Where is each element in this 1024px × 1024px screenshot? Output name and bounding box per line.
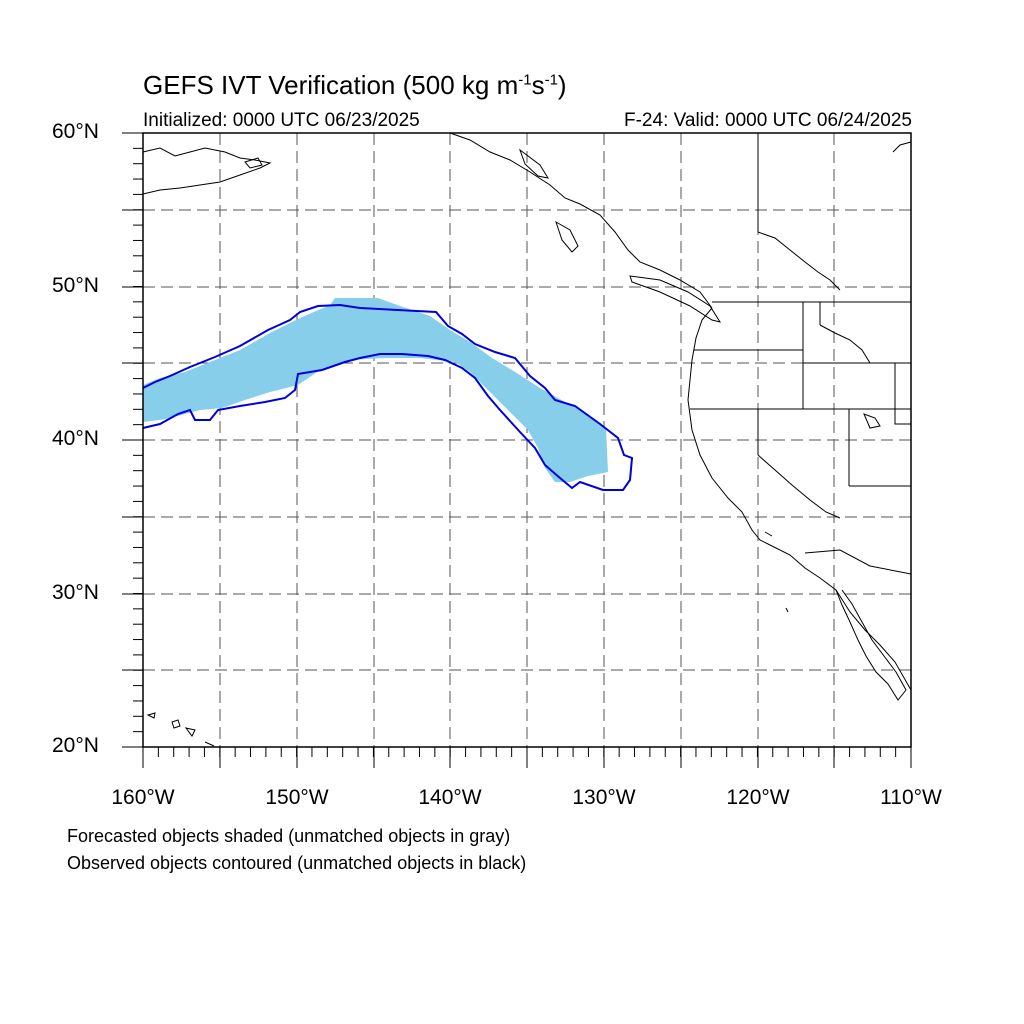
initialized-label: Initialized: 0000 UTC 06/23/2025 <box>143 110 420 131</box>
lon-label-120w: 120°W <box>726 786 790 809</box>
valid-label: F-24: Valid: 0000 UTC 06/24/2025 <box>624 110 912 131</box>
lon-label-130w: 130°W <box>572 786 636 809</box>
lat-label-50: 50°N <box>52 274 99 297</box>
lat-label-40: 40°N <box>52 427 99 450</box>
title-end: ) <box>557 70 567 100</box>
lat-label-30: 30°N <box>52 581 99 604</box>
lon-label-150w: 150°W <box>265 786 329 809</box>
axis-ticks <box>122 132 912 768</box>
lat-label-60: 60°N <box>52 120 99 143</box>
title-exp-1: -1 <box>518 71 532 89</box>
minor-ticks <box>133 132 912 757</box>
lon-label-140w: 140°W <box>418 786 482 809</box>
lon-label-110w: 110°W <box>880 786 942 809</box>
title-mid: s <box>531 70 545 100</box>
forecast-object <box>143 298 608 482</box>
lon-label-160w: 160°W <box>111 786 175 809</box>
coastlines <box>142 132 912 747</box>
observed-contour <box>142 303 634 491</box>
map-title: GEFS IVT Verification (500 kg m-1s-1) <box>143 70 567 101</box>
title-main: GEFS IVT Verification (500 kg m <box>143 70 519 100</box>
lat-label-20: 20°N <box>52 734 99 757</box>
footnote-forecast: Forecasted objects shaded (unmatched obj… <box>67 826 511 846</box>
title-exp-2: -1 <box>544 71 558 89</box>
footnote-observed: Observed objects contoured (unmatched ob… <box>67 853 527 873</box>
borders <box>690 133 912 575</box>
